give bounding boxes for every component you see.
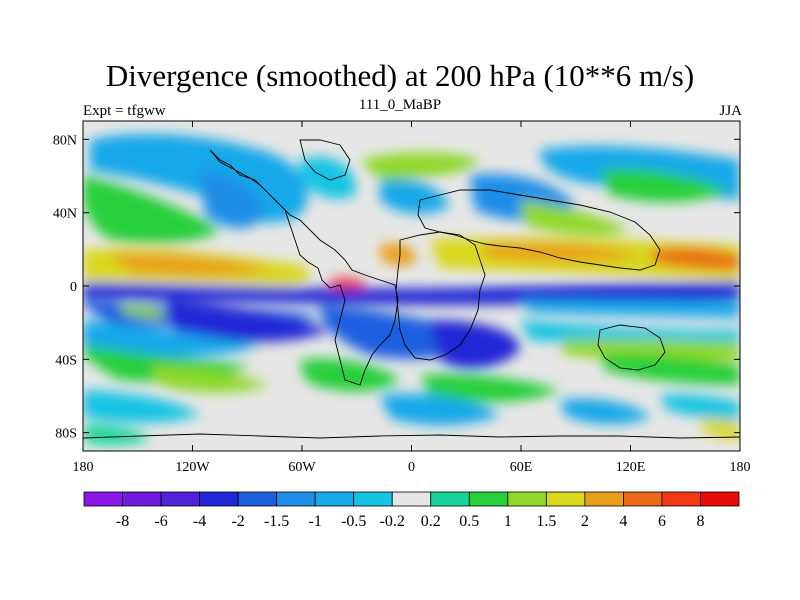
colorbar-label: 0.5 xyxy=(459,513,479,530)
colorbar-swatch xyxy=(391,491,432,507)
x-tick-label: 180 xyxy=(73,460,94,475)
chart-title: Divergence (smoothed) at 200 hPa (10**6 … xyxy=(105,58,695,93)
x-tick-label: 0 xyxy=(408,460,415,475)
colorbar-label: -0.5 xyxy=(341,513,366,530)
colorbar-label: -8 xyxy=(116,513,129,530)
colorbar-label: -1.5 xyxy=(264,513,289,530)
colorbar-swatch xyxy=(199,491,239,507)
colorbar-label: 0.2 xyxy=(421,513,441,530)
y-tick-label: 80S xyxy=(55,427,77,442)
colorbar-label: -4 xyxy=(193,513,206,530)
x-tick-label: 180 xyxy=(730,460,751,475)
colorbar-label: 4 xyxy=(619,513,627,530)
colorbar-label: 1.5 xyxy=(536,513,556,530)
season-label: JJA xyxy=(719,103,742,119)
x-tick-label: 120W xyxy=(175,460,210,475)
colorbar-label: -0.2 xyxy=(380,513,405,530)
colorbar: -8 -6 -4 -2 -1.5 -1 -0.5 -0.2 0.2 0.5 1 1.5 2 4 6 8 xyxy=(83,491,740,530)
y-tick-label: 0 xyxy=(70,280,77,295)
colorbar-label: -6 xyxy=(154,513,167,530)
colorbar-swatch xyxy=(700,491,740,507)
colorbar-swatch xyxy=(507,491,547,507)
y-tick-label: 40S xyxy=(55,353,77,368)
colorbar-label: 1 xyxy=(504,513,512,530)
colorbar-swatch xyxy=(584,491,624,507)
coastlines xyxy=(83,139,740,439)
x-tick-label: 60E xyxy=(510,460,533,475)
colorbar-swatch xyxy=(468,491,509,507)
divergence-field xyxy=(83,121,740,451)
colorbar-label: -1 xyxy=(309,513,322,530)
colorbar-swatch xyxy=(353,491,393,507)
colorbar-swatch xyxy=(661,491,701,507)
colorbar-swatch xyxy=(545,491,586,507)
axes: 180 120W 60W 0 60E 120E 180 80N 40N 0 40S 80S xyxy=(53,121,751,475)
y-tick-label: 80N xyxy=(53,133,77,148)
colorbar-label: 6 xyxy=(658,513,666,530)
colorbar-swatch xyxy=(160,491,200,507)
y-tick-label: 40N xyxy=(53,207,77,222)
colorbar-label: 2 xyxy=(581,513,589,530)
colorbar-swatch xyxy=(430,491,470,507)
colorbar-swatch xyxy=(276,491,316,507)
colorbar-swatch xyxy=(122,491,162,507)
x-tick-label: 60W xyxy=(288,460,316,475)
colorbar-label: -2 xyxy=(231,513,244,530)
colorbar-swatch xyxy=(83,491,123,507)
colorbar-swatch xyxy=(237,491,278,507)
x-tick-label: 120E xyxy=(616,460,646,475)
case-label: 111_0_MaBP xyxy=(358,97,442,113)
experiment-label: Expt = tfgww xyxy=(83,103,166,119)
colorbar-swatch xyxy=(623,491,663,507)
colorbar-swatch xyxy=(314,491,355,507)
colorbar-label: 8 xyxy=(696,513,704,530)
